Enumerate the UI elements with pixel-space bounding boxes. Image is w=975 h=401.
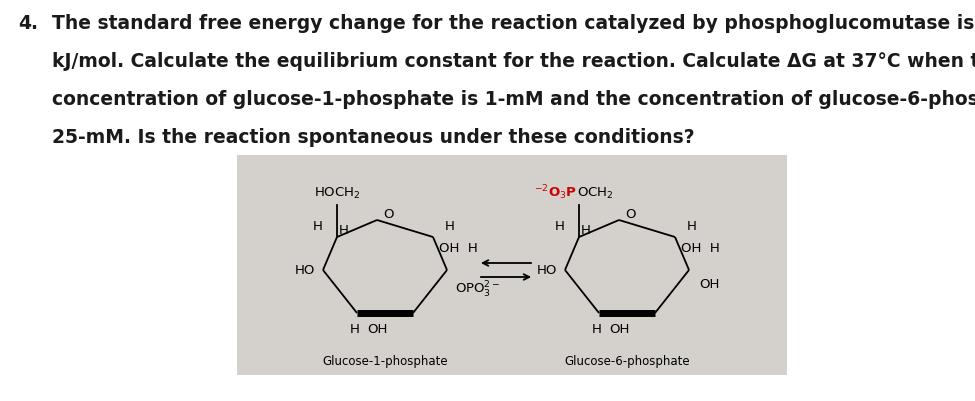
Text: 4.: 4.	[18, 14, 38, 33]
Text: H: H	[592, 323, 602, 336]
Text: H: H	[555, 221, 565, 233]
Text: HOCH$_2$: HOCH$_2$	[314, 185, 361, 200]
Text: OH: OH	[608, 323, 629, 336]
Text: O: O	[384, 209, 394, 221]
Text: kJ/mol. Calculate the equilibrium constant for the reaction. Calculate ΔG at 37°: kJ/mol. Calculate the equilibrium consta…	[52, 52, 975, 71]
Text: Glucose-1-phosphate: Glucose-1-phosphate	[322, 354, 448, 367]
Text: OCH$_2$: OCH$_2$	[577, 185, 613, 200]
Text: HO: HO	[294, 263, 315, 277]
Text: OH  H: OH H	[439, 242, 478, 255]
Text: H: H	[350, 323, 360, 336]
Text: H: H	[687, 221, 697, 233]
Text: H: H	[445, 221, 455, 233]
Text: Glucose-6-phosphate: Glucose-6-phosphate	[565, 354, 690, 367]
Text: O: O	[626, 209, 637, 221]
Text: $^{-2}$O$_3$P: $^{-2}$O$_3$P	[534, 184, 577, 203]
Text: OH: OH	[367, 323, 387, 336]
Text: H: H	[581, 225, 591, 237]
Text: The standard free energy change for the reaction catalyzed by phosphoglucomutase: The standard free energy change for the …	[52, 14, 975, 33]
Text: H: H	[313, 221, 323, 233]
Text: H: H	[339, 225, 349, 237]
Text: HO: HO	[536, 263, 557, 277]
Text: OH  H: OH H	[681, 242, 720, 255]
Text: concentration of glucose-1-phosphate is 1-mM and the concentration of glucose-6-: concentration of glucose-1-phosphate is …	[52, 90, 975, 109]
FancyBboxPatch shape	[237, 155, 787, 375]
Text: OPO$_3^{2-}$: OPO$_3^{2-}$	[455, 280, 500, 300]
Text: OH: OH	[699, 278, 720, 291]
Text: 25-mM. Is the reaction spontaneous under these conditions?: 25-mM. Is the reaction spontaneous under…	[52, 128, 694, 147]
